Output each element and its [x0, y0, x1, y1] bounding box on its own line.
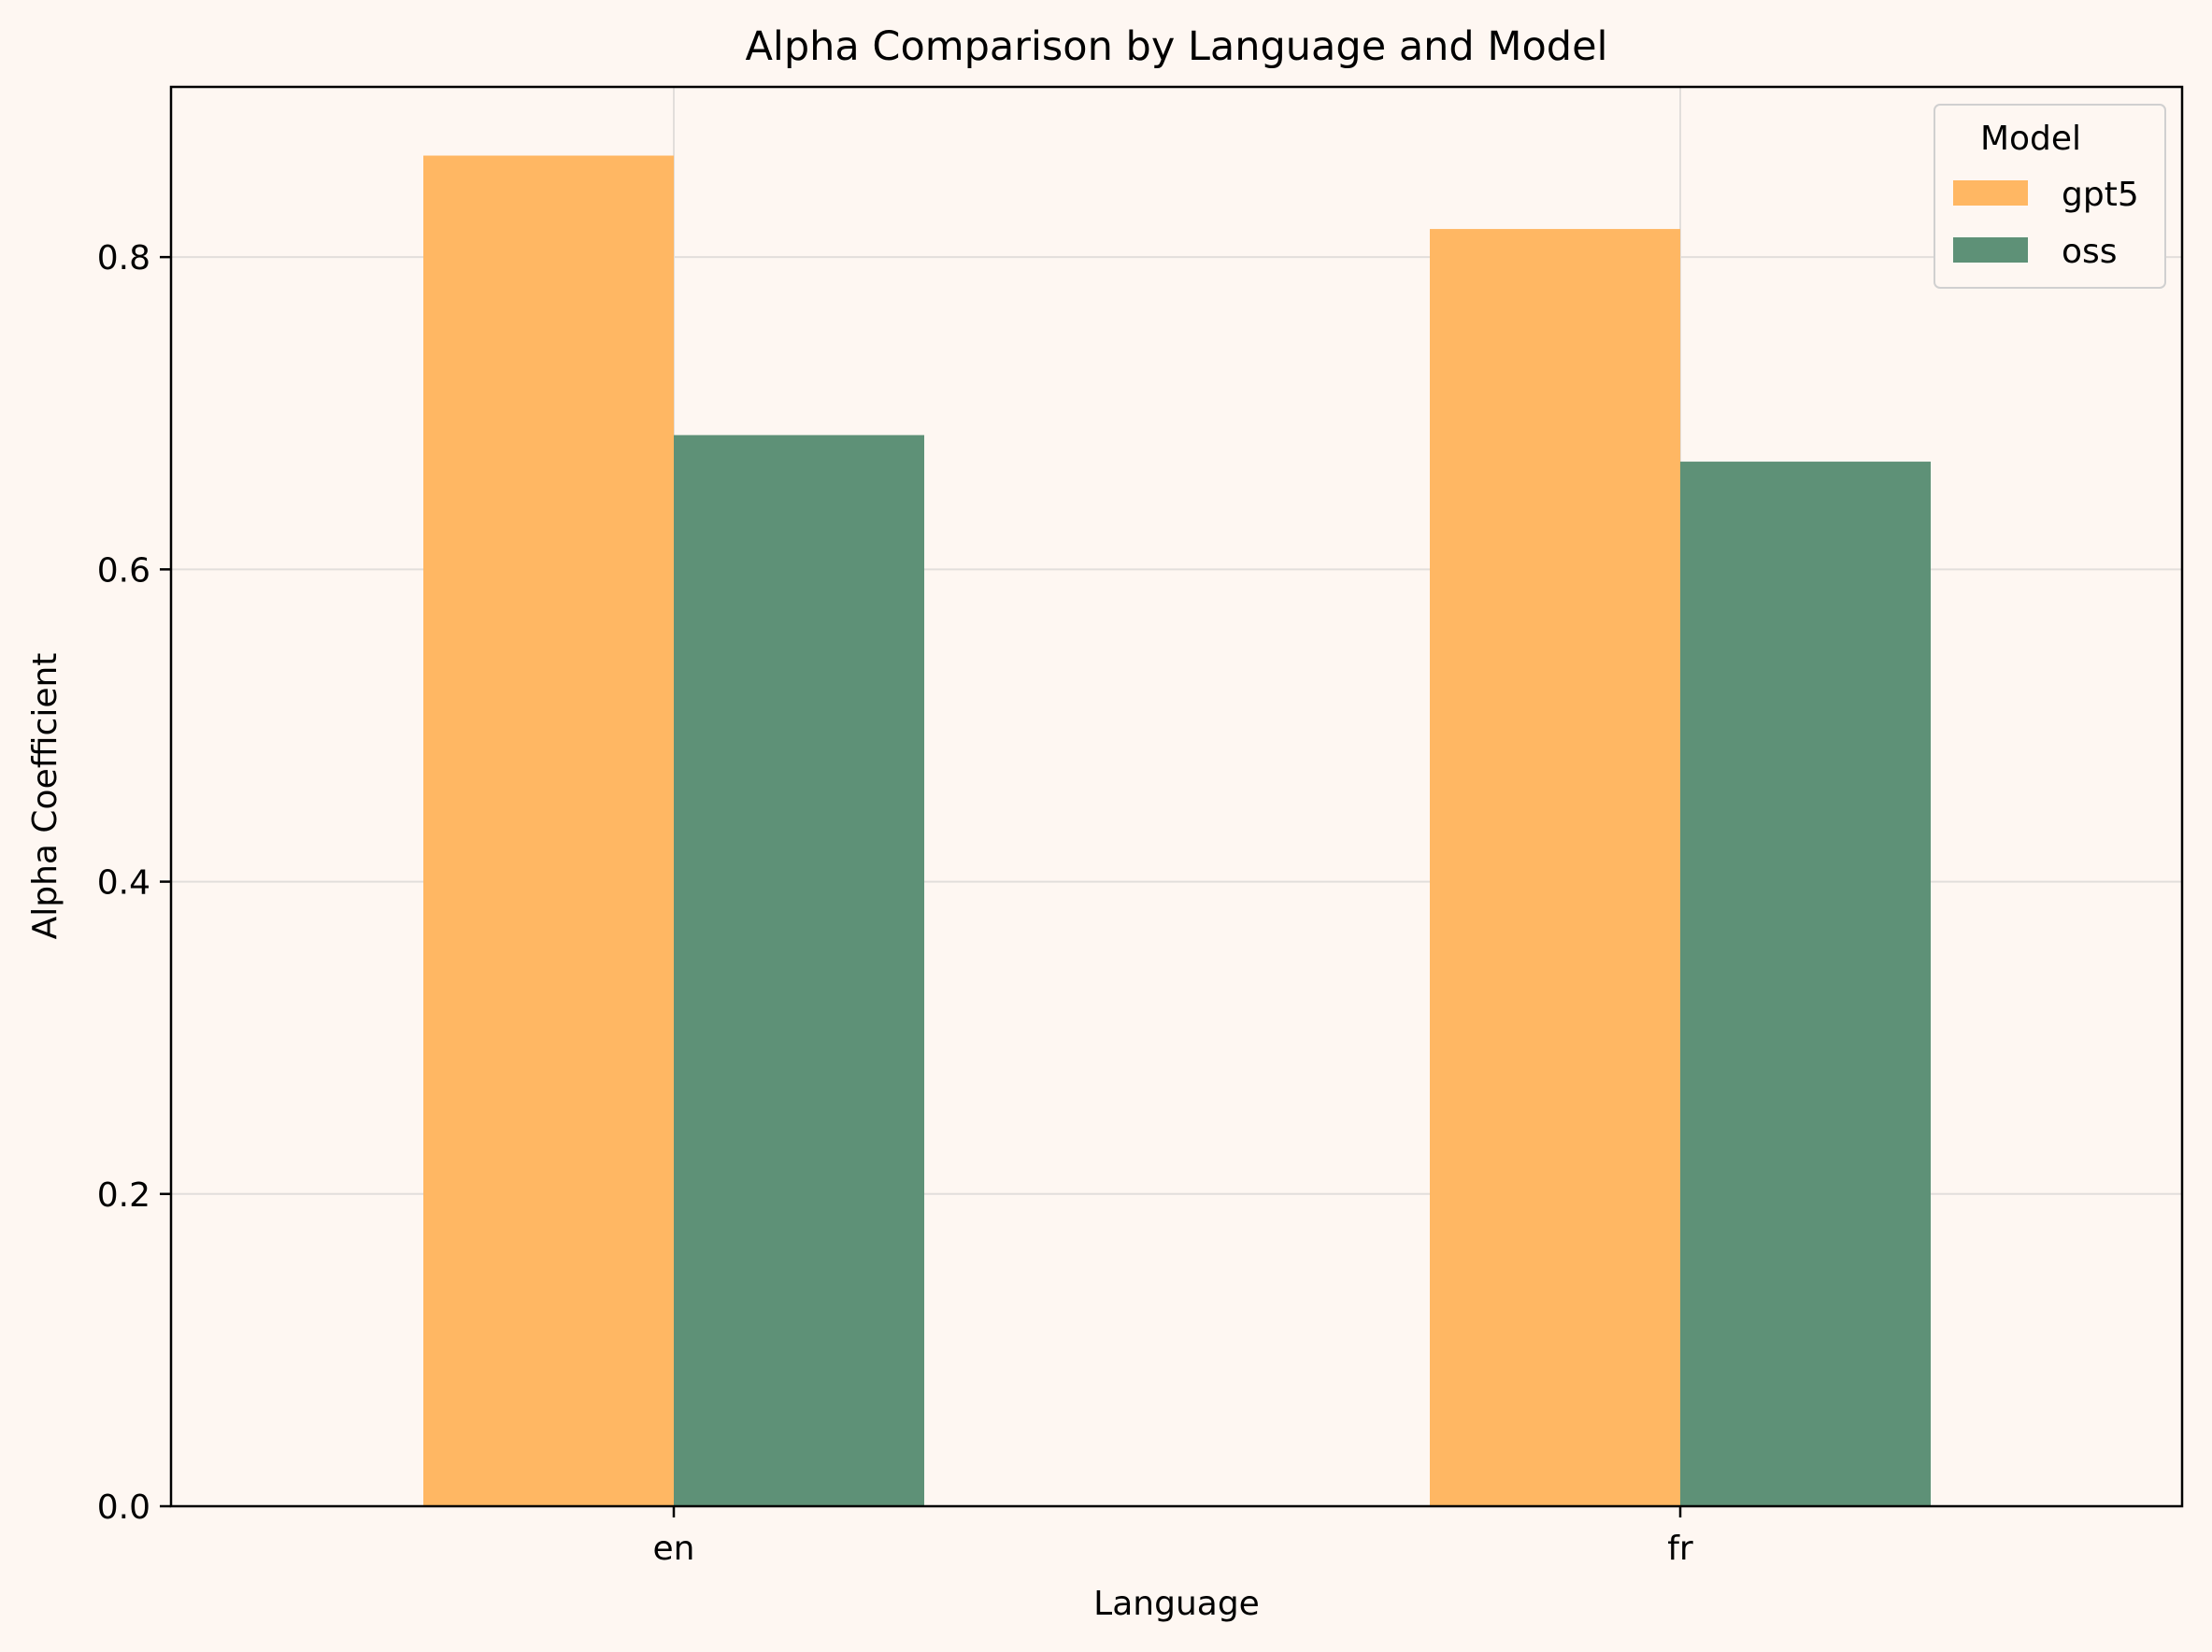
y-axis-label: Alpha Coefficient	[26, 653, 64, 940]
legend-swatch-oss	[1953, 237, 2028, 263]
chart-title: Alpha Comparison by Language and Model	[745, 23, 1607, 70]
x-tick-label-fr: fr	[1667, 1530, 1693, 1568]
legend-title: Model	[1980, 120, 2081, 158]
plot-frame	[169, 85, 2184, 1508]
legend-label-oss: oss	[2062, 233, 2118, 271]
x-tick-label-en: en	[653, 1530, 695, 1568]
bar-gpt5-en	[423, 155, 674, 1506]
y-ticks: 0.0 0.2 0.4 0.6 0.8	[97, 239, 171, 1527]
legend-label-gpt5: gpt5	[2062, 176, 2139, 214]
bar-oss-en	[674, 434, 924, 1507]
bars	[423, 155, 1931, 1507]
y-tick-label: 0.8	[97, 239, 150, 278]
x-axis-label: Language	[1093, 1585, 1260, 1623]
y-tick-label: 0.4	[97, 864, 150, 903]
y-tick-label: 0.0	[97, 1488, 150, 1527]
bar-oss-fr	[1680, 462, 1931, 1506]
legend-swatch-gpt5	[1953, 180, 2028, 206]
y-tick-label: 0.6	[97, 551, 150, 590]
legend: Model gpt5 oss	[1934, 104, 2166, 289]
y-tick-label: 0.2	[97, 1176, 150, 1215]
bar-gpt5-fr	[1430, 229, 1680, 1506]
x-ticks: en fr	[653, 1506, 1693, 1568]
